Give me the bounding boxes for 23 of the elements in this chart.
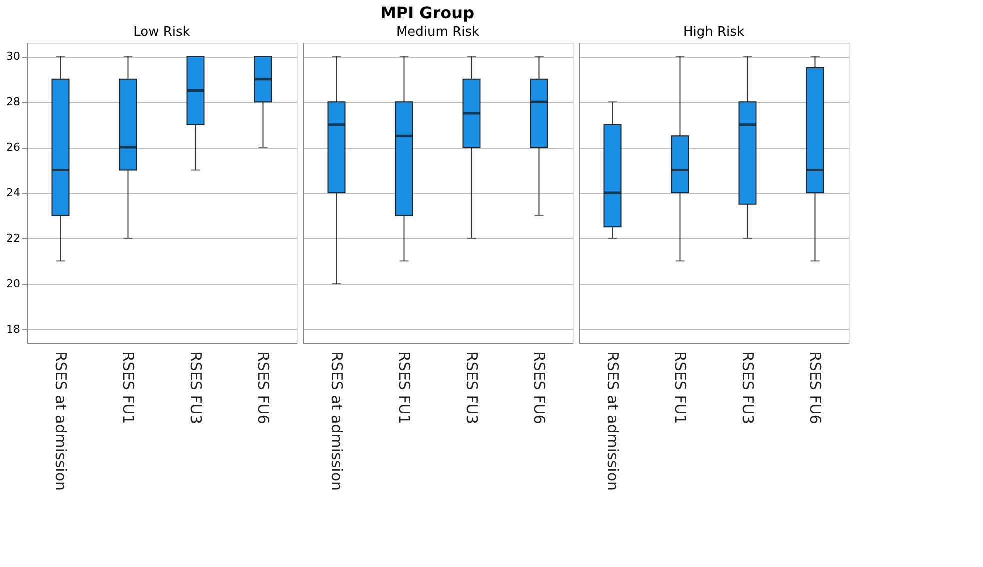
y-tick-label: 30 [6,50,20,64]
x-tick-label: RSES FU1 [119,352,138,424]
y-tick-label: 20 [6,277,20,290]
chart-title: High Risk [684,25,745,40]
x-tick-label: RSES FU3 [738,352,757,424]
y-tick-label: 18 [6,322,20,336]
x-tick-label: RSES FU1 [671,352,690,424]
x-tick-label: RSES at admission [52,352,70,492]
chart-title: Medium Risk [396,25,480,40]
x-tick-label: RSES at admission [604,352,622,492]
y-tick-label: 28 [6,96,20,109]
y-tick-label: 22 [6,232,20,245]
text: MPI Group [380,4,475,22]
x-tick-label: RSES FU1 [395,352,414,424]
x-tick-label: RSES FU6 [254,352,272,424]
x-tick-label: RSES at admission [328,352,346,492]
x-tick-label: RSES FU6 [530,352,548,424]
x-tick-label: RSES FU3 [462,352,481,424]
x-tick-label: RSES FU3 [186,352,205,424]
chart-title: Low Risk [134,25,191,40]
x-tick-label: RSES FU6 [806,352,824,424]
y-tick-label: 26 [6,141,20,154]
y-tick-label: 24 [6,186,20,200]
